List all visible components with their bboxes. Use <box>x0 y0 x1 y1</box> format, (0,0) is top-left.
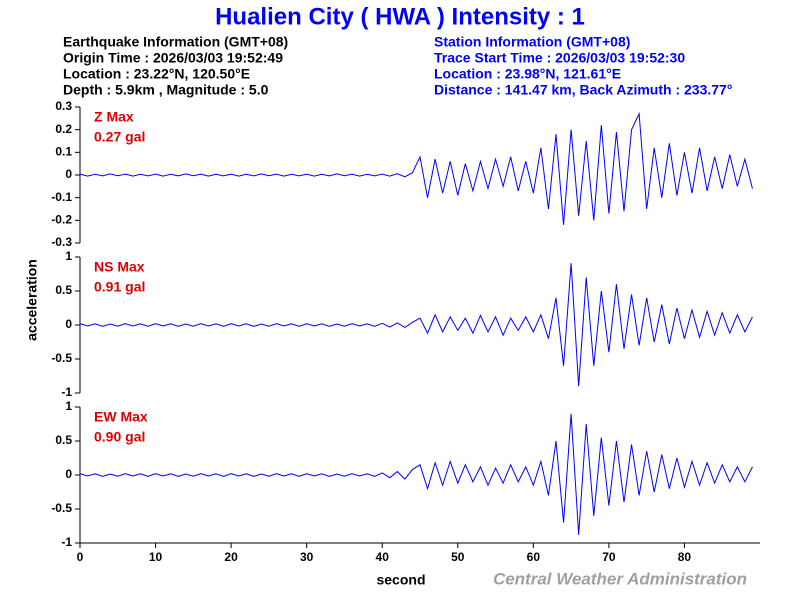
y-tick-label: 0.2 <box>55 122 72 136</box>
y-tick-label: 0.5 <box>55 433 72 447</box>
info-line: Location : 23.22°N, 120.50°E <box>63 66 250 82</box>
info-line: Earthquake Information (GMT+08) <box>63 34 288 50</box>
y-tick-label: -0.2 <box>51 213 72 227</box>
x-tick-label: 10 <box>149 550 163 564</box>
y-tick-label: -0.5 <box>51 501 72 515</box>
max-label: NS Max <box>94 259 145 275</box>
y-tick-label: -1 <box>61 535 72 549</box>
max-label: Z Max <box>94 109 134 125</box>
waveform <box>79 111 753 225</box>
info-line: Station Information (GMT+08) <box>434 34 630 50</box>
y-axis-label: acceleration <box>24 259 40 341</box>
info-line: Depth : 5.9km , Magnitude : 5.0 <box>63 82 269 98</box>
y-tick-label: 0.3 <box>55 99 72 113</box>
max-value: 0.91 gal <box>94 279 145 295</box>
y-tick-label: -0.3 <box>51 235 72 249</box>
y-tick-label: 0 <box>65 317 72 331</box>
y-tick-label: -0.5 <box>51 351 72 365</box>
x-tick-label: 80 <box>678 550 692 564</box>
y-tick-label: 1 <box>65 249 72 263</box>
max-label: EW Max <box>94 409 148 425</box>
y-tick-label: 1 <box>65 399 72 413</box>
max-value: 0.27 gal <box>94 129 145 145</box>
y-tick-label: 0.1 <box>55 145 72 159</box>
info-line: Trace Start Time : 2026/03/03 19:52:30 <box>434 50 685 66</box>
chart-title: Hualien City ( HWA ) Intensity : 1 <box>215 3 585 30</box>
x-tick-label: 30 <box>300 550 314 564</box>
max-value: 0.90 gal <box>94 429 145 445</box>
info-line: Location : 23.98°N, 121.61°E <box>434 66 621 82</box>
y-tick-label: 0 <box>65 467 72 481</box>
waveform <box>79 413 753 535</box>
x-tick-label: 70 <box>602 550 616 564</box>
x-tick-label: 0 <box>77 550 84 564</box>
y-tick-label: 0 <box>65 167 72 181</box>
y-tick-label: 0.5 <box>55 283 72 297</box>
footer: Central Weather Administration <box>493 569 747 588</box>
info-line: Origin Time : 2026/03/03 19:52:49 <box>63 50 283 66</box>
waveform <box>79 263 753 387</box>
x-tick-label: 20 <box>224 550 238 564</box>
x-tick-label: 40 <box>376 550 390 564</box>
y-tick-label: -1 <box>61 385 72 399</box>
x-tick-label: 50 <box>451 550 465 564</box>
x-axis-label: second <box>376 572 425 588</box>
x-tick-label: 60 <box>527 550 541 564</box>
info-line: Distance : 141.47 km, Back Azimuth : 233… <box>434 82 732 98</box>
y-tick-label: -0.1 <box>51 190 72 204</box>
